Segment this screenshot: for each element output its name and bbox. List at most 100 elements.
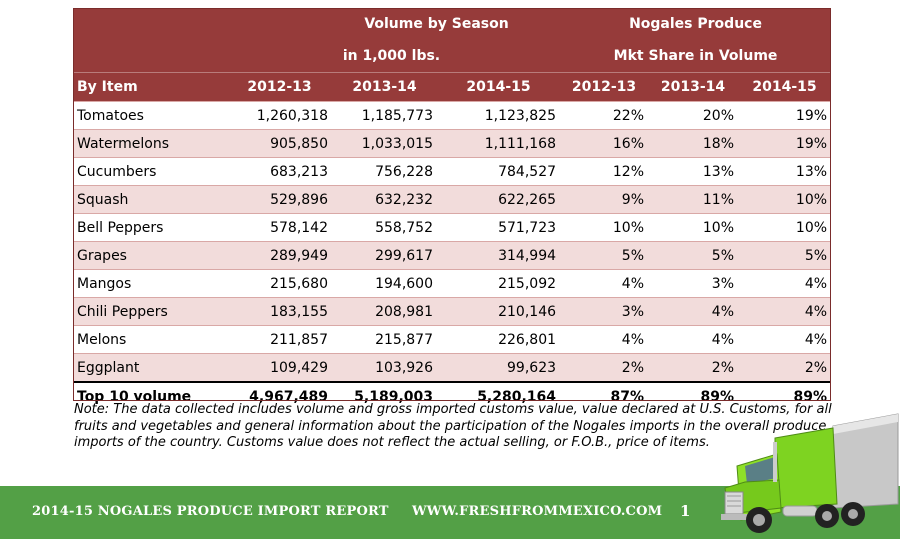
total-share-cell: 89% [738,381,832,410]
item-name: Eggplant [73,353,227,382]
table-row: Squash 529,896 632,232 622,265 9% 11% 10… [73,185,832,214]
item-name: Squash [73,185,227,214]
volume-cell: 103,926 [332,353,437,382]
volume-cell: 99,623 [437,353,561,382]
column-header-volume-2013-14: 2013-14 [332,72,437,102]
share-cell: 4% [560,325,649,354]
volume-cell: 289,949 [227,241,332,270]
share-cell: 18% [648,129,739,158]
share-cell: 10% [560,213,649,242]
item-name: Chili Peppers [73,297,227,326]
share-cell: 13% [738,157,832,186]
share-cell: 5% [648,241,739,270]
share-cell: 4% [738,269,832,298]
volume-cell: 1,111,168 [437,129,561,158]
volume-cell: 1,260,318 [227,101,332,130]
total-label: Top 10 volume [73,381,227,410]
column-header-item: By Item [73,72,227,102]
volume-cell: 211,857 [227,325,332,354]
table-row: Chili Peppers 183,155 208,981 210,146 3%… [73,297,832,326]
produce-import-table: Volume by Season Nogales Produce in 1,00… [73,8,832,410]
total-row: Top 10 volume 4,967,489 5,189,003 5,280,… [73,381,832,410]
total-volume-cell: 5,189,003 [332,381,437,410]
share-cell: 5% [560,241,649,270]
volume-cell: 183,155 [227,297,332,326]
item-name: Bell Peppers [73,213,227,242]
column-header-volume-2014-15: 2014-15 [437,72,561,102]
share-cell: 16% [560,129,649,158]
item-name: Watermelons [73,129,227,158]
total-volume-cell: 5,280,164 [437,381,561,410]
item-name: Melons [73,325,227,354]
volume-cell: 558,752 [332,213,437,242]
market-share-title: Nogales Produce [560,8,832,40]
share-cell: 2% [648,353,739,382]
share-cell: 19% [738,101,832,130]
volume-cell: 194,600 [332,269,437,298]
share-cell: 9% [560,185,649,214]
column-header-volume-2012-13: 2012-13 [227,72,332,102]
volume-cell: 622,265 [437,185,561,214]
report-title: 2014-15 NOGALES PRODUCE IMPORT REPORT [32,504,389,519]
volume-cell: 226,801 [437,325,561,354]
share-cell: 4% [738,325,832,354]
volume-cell: 215,092 [437,269,561,298]
table-row: Mangos 215,680 194,600 215,092 4% 3% 4% [73,269,832,298]
header-row-columns: By Item 2012-13 2013-14 2014-15 2012-13 … [73,72,832,102]
share-cell: 13% [648,157,739,186]
volume-cell: 1,033,015 [332,129,437,158]
share-cell: 3% [560,297,649,326]
item-name: Cucumbers [73,157,227,186]
volume-cell: 1,123,825 [437,101,561,130]
share-cell: 11% [648,185,739,214]
share-cell: 22% [560,101,649,130]
header-row-titles: Volume by Season Nogales Produce [73,8,832,40]
table-row: Cucumbers 683,213 756,228 784,527 12% 13… [73,157,832,186]
share-cell: 5% [738,241,832,270]
share-cell: 19% [738,129,832,158]
total-share-cell: 87% [560,381,649,410]
share-cell: 4% [648,297,739,326]
volume-cell: 299,617 [332,241,437,270]
total-share-cell: 89% [648,381,739,410]
volume-cell: 215,680 [227,269,332,298]
table-row: Tomatoes 1,260,318 1,185,773 1,123,825 2… [73,101,832,130]
market-share-subtitle: Mkt Share in Volume [560,40,832,73]
volume-title: Volume by Season [227,8,561,40]
volume-cell: 1,185,773 [332,101,437,130]
volume-unit: in 1,000 lbs. [227,40,561,73]
volume-cell: 208,981 [332,297,437,326]
volume-cell: 784,527 [437,157,561,186]
table-row: Bell Peppers 578,142 558,752 571,723 10%… [73,213,832,242]
table-row: Grapes 289,949 299,617 314,994 5% 5% 5% [73,241,832,270]
share-cell: 2% [560,353,649,382]
column-header-share-2012-13: 2012-13 [560,72,649,102]
share-cell: 10% [738,213,832,242]
item-name: Tomatoes [73,101,227,130]
truck-illustration [721,413,899,533]
share-cell: 3% [648,269,739,298]
share-cell: 20% [648,101,739,130]
share-cell: 10% [648,213,739,242]
item-name: Grapes [73,241,227,270]
volume-cell: 529,896 [227,185,332,214]
volume-cell: 632,232 [332,185,437,214]
total-volume-cell: 4,967,489 [227,381,332,410]
data-note: Note: The data collected includes volume… [74,402,832,450]
website-link[interactable]: WWW.FRESHFROMMEXICO.COM [412,504,663,519]
table-row: Melons 211,857 215,877 226,801 4% 4% 4% [73,325,832,354]
volume-cell: 578,142 [227,213,332,242]
volume-cell: 571,723 [437,213,561,242]
volume-cell: 215,877 [332,325,437,354]
header-row-subtitles: in 1,000 lbs. Mkt Share in Volume [73,40,832,73]
share-cell: 2% [738,353,832,382]
column-header-share-2013-14: 2013-14 [648,72,739,102]
volume-cell: 683,213 [227,157,332,186]
volume-cell: 109,429 [227,353,332,382]
share-cell: 10% [738,185,832,214]
volume-cell: 210,146 [437,297,561,326]
share-cell: 4% [648,325,739,354]
share-cell: 4% [738,297,832,326]
volume-cell: 756,228 [332,157,437,186]
page-number: 1 [680,502,691,520]
